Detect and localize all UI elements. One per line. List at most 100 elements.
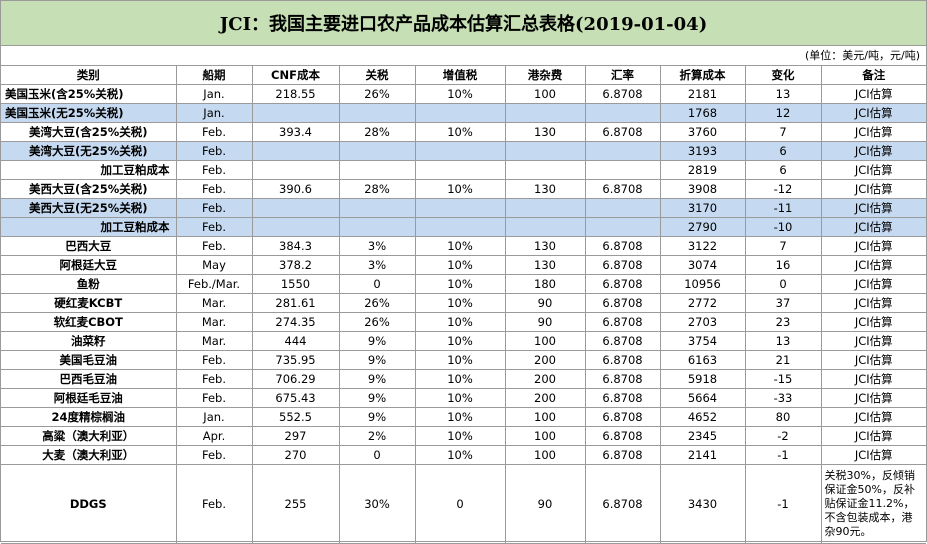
- category-cell: 美湾大豆(含25%关税): [1, 122, 177, 142]
- value-cell: 6163: [659, 350, 746, 370]
- value-cell: [584, 103, 661, 123]
- note-cell: JCI估算: [820, 274, 926, 294]
- note-cell: JCI估算: [820, 388, 926, 408]
- value-cell: Feb.: [175, 141, 253, 161]
- value-cell: 21: [744, 350, 822, 370]
- value-cell: 2%: [338, 426, 416, 446]
- value-cell: 10%: [414, 179, 506, 199]
- value-cell: 6.8708: [584, 426, 661, 446]
- value-cell: Mar.: [175, 331, 253, 351]
- value-cell: 10%: [414, 407, 506, 427]
- value-cell: 3430: [659, 464, 746, 544]
- category-cell: 美湾大豆(无25%关税): [1, 141, 177, 161]
- category-cell: 巴西毛豆油: [1, 369, 177, 389]
- value-cell: 200: [504, 388, 586, 408]
- value-cell: 2703: [659, 312, 746, 332]
- value-cell: 9%: [338, 388, 416, 408]
- note-cell: JCI估算: [820, 350, 926, 370]
- value-cell: 3760: [659, 122, 746, 142]
- value-cell: 218.55: [251, 84, 340, 104]
- note-cell: JCI估算: [820, 293, 926, 313]
- note-cell: JCI估算: [820, 312, 926, 332]
- value-cell: 200: [504, 350, 586, 370]
- value-cell: 26%: [338, 84, 416, 104]
- note-cell: JCI估算: [820, 426, 926, 446]
- category-cell: 大麦（澳大利亚）: [1, 445, 177, 465]
- value-cell: 6.8708: [584, 122, 661, 142]
- value-cell: Feb./Mar.: [175, 274, 253, 294]
- table-row: 阿根廷大豆 May 378.2 3% 10% 130 6.8708 3074 16 JCI估算: [1, 255, 926, 275]
- column-header: 关税: [338, 66, 416, 85]
- value-cell: Feb.: [175, 369, 253, 389]
- value-cell: 675.43: [251, 388, 340, 408]
- value-cell: 2819: [659, 160, 746, 180]
- value-cell: [338, 141, 416, 161]
- value-cell: 9%: [338, 350, 416, 370]
- value-cell: 30%: [338, 464, 416, 544]
- value-cell: 130: [504, 122, 586, 142]
- note-cell: JCI估算: [820, 217, 926, 237]
- value-cell: 2772: [659, 293, 746, 313]
- table-row: 大麦（澳大利亚） Feb. 270 0 10% 100 6.8708 2141 -1 JCI估算: [1, 445, 926, 465]
- value-cell: 2790: [659, 217, 746, 237]
- value-cell: 270: [251, 445, 340, 465]
- value-cell: 9%: [338, 407, 416, 427]
- value-cell: Jan.: [175, 103, 253, 123]
- category-cell: 美国玉米(含25%关税): [1, 84, 177, 104]
- header-row: 类别 船期 CNF成本 关税 增值税 港杂费 汇率 折算成本 变化 备注: [1, 66, 926, 85]
- table-body: 美国玉米(含25%关税) Jan. 218.55 26% 10% 100 6.8708 218…: [1, 84, 926, 544]
- category-cell: 美国毛豆油: [1, 350, 177, 370]
- note-cell: 关税30%，反倾销保证金50%，反补贴保证金11.2%，不含包装成本，港杂90元…: [820, 464, 926, 544]
- value-cell: 10%: [414, 255, 506, 275]
- value-cell: 378.2: [251, 255, 340, 275]
- value-cell: [414, 141, 506, 161]
- value-cell: [584, 217, 661, 237]
- value-cell: 0: [744, 274, 822, 294]
- value-cell: -1: [744, 464, 822, 544]
- value-cell: Feb.: [175, 236, 253, 256]
- category-cell: 软红麦CBOT: [1, 312, 177, 332]
- table-row: 巴西大豆 Feb. 384.3 3% 10% 130 6.8708 3122 7 JCI估算: [1, 236, 926, 256]
- value-cell: 735.95: [251, 350, 340, 370]
- value-cell: 10%: [414, 350, 506, 370]
- value-cell: [414, 103, 506, 123]
- value-cell: 281.61: [251, 293, 340, 313]
- value-cell: -15: [744, 369, 822, 389]
- value-cell: 10%: [414, 293, 506, 313]
- value-cell: 10%: [414, 331, 506, 351]
- value-cell: Jan.: [175, 407, 253, 427]
- value-cell: [251, 217, 340, 237]
- category-cell: 24度精棕榈油: [1, 407, 177, 427]
- category-cell: 油菜籽: [1, 331, 177, 351]
- value-cell: 706.29: [251, 369, 340, 389]
- value-cell: 6.8708: [584, 388, 661, 408]
- category-cell: 加工豆粕成本: [1, 160, 177, 180]
- value-cell: 1550: [251, 274, 340, 294]
- value-cell: 7: [744, 236, 822, 256]
- value-cell: [251, 160, 340, 180]
- value-cell: 2181: [659, 84, 746, 104]
- value-cell: Jan.: [175, 84, 253, 104]
- table-row: 鱼粉 Feb./Mar. 1550 0 10% 180 6.8708 10956 0 JCI估算: [1, 274, 926, 294]
- note-cell: JCI估算: [820, 179, 926, 199]
- value-cell: 10956: [659, 274, 746, 294]
- value-cell: 6.8708: [584, 293, 661, 313]
- value-cell: [414, 198, 506, 218]
- value-cell: [251, 103, 340, 123]
- value-cell: Feb.: [175, 217, 253, 237]
- value-cell: 3754: [659, 331, 746, 351]
- value-cell: [504, 160, 586, 180]
- value-cell: 6: [744, 160, 822, 180]
- value-cell: 6.8708: [584, 331, 661, 351]
- note-cell: JCI估算: [820, 141, 926, 161]
- value-cell: 6.8708: [584, 407, 661, 427]
- value-cell: Feb.: [175, 445, 253, 465]
- value-cell: 16: [744, 255, 822, 275]
- value-cell: [504, 198, 586, 218]
- value-cell: 6.8708: [584, 84, 661, 104]
- value-cell: [584, 160, 661, 180]
- table-row: DDGS Feb. 255 30% 0 90 6.8708 3430 -1 关税30%，反倾销保证…: [1, 464, 926, 544]
- value-cell: Mar.: [175, 312, 253, 332]
- value-cell: -2: [744, 426, 822, 446]
